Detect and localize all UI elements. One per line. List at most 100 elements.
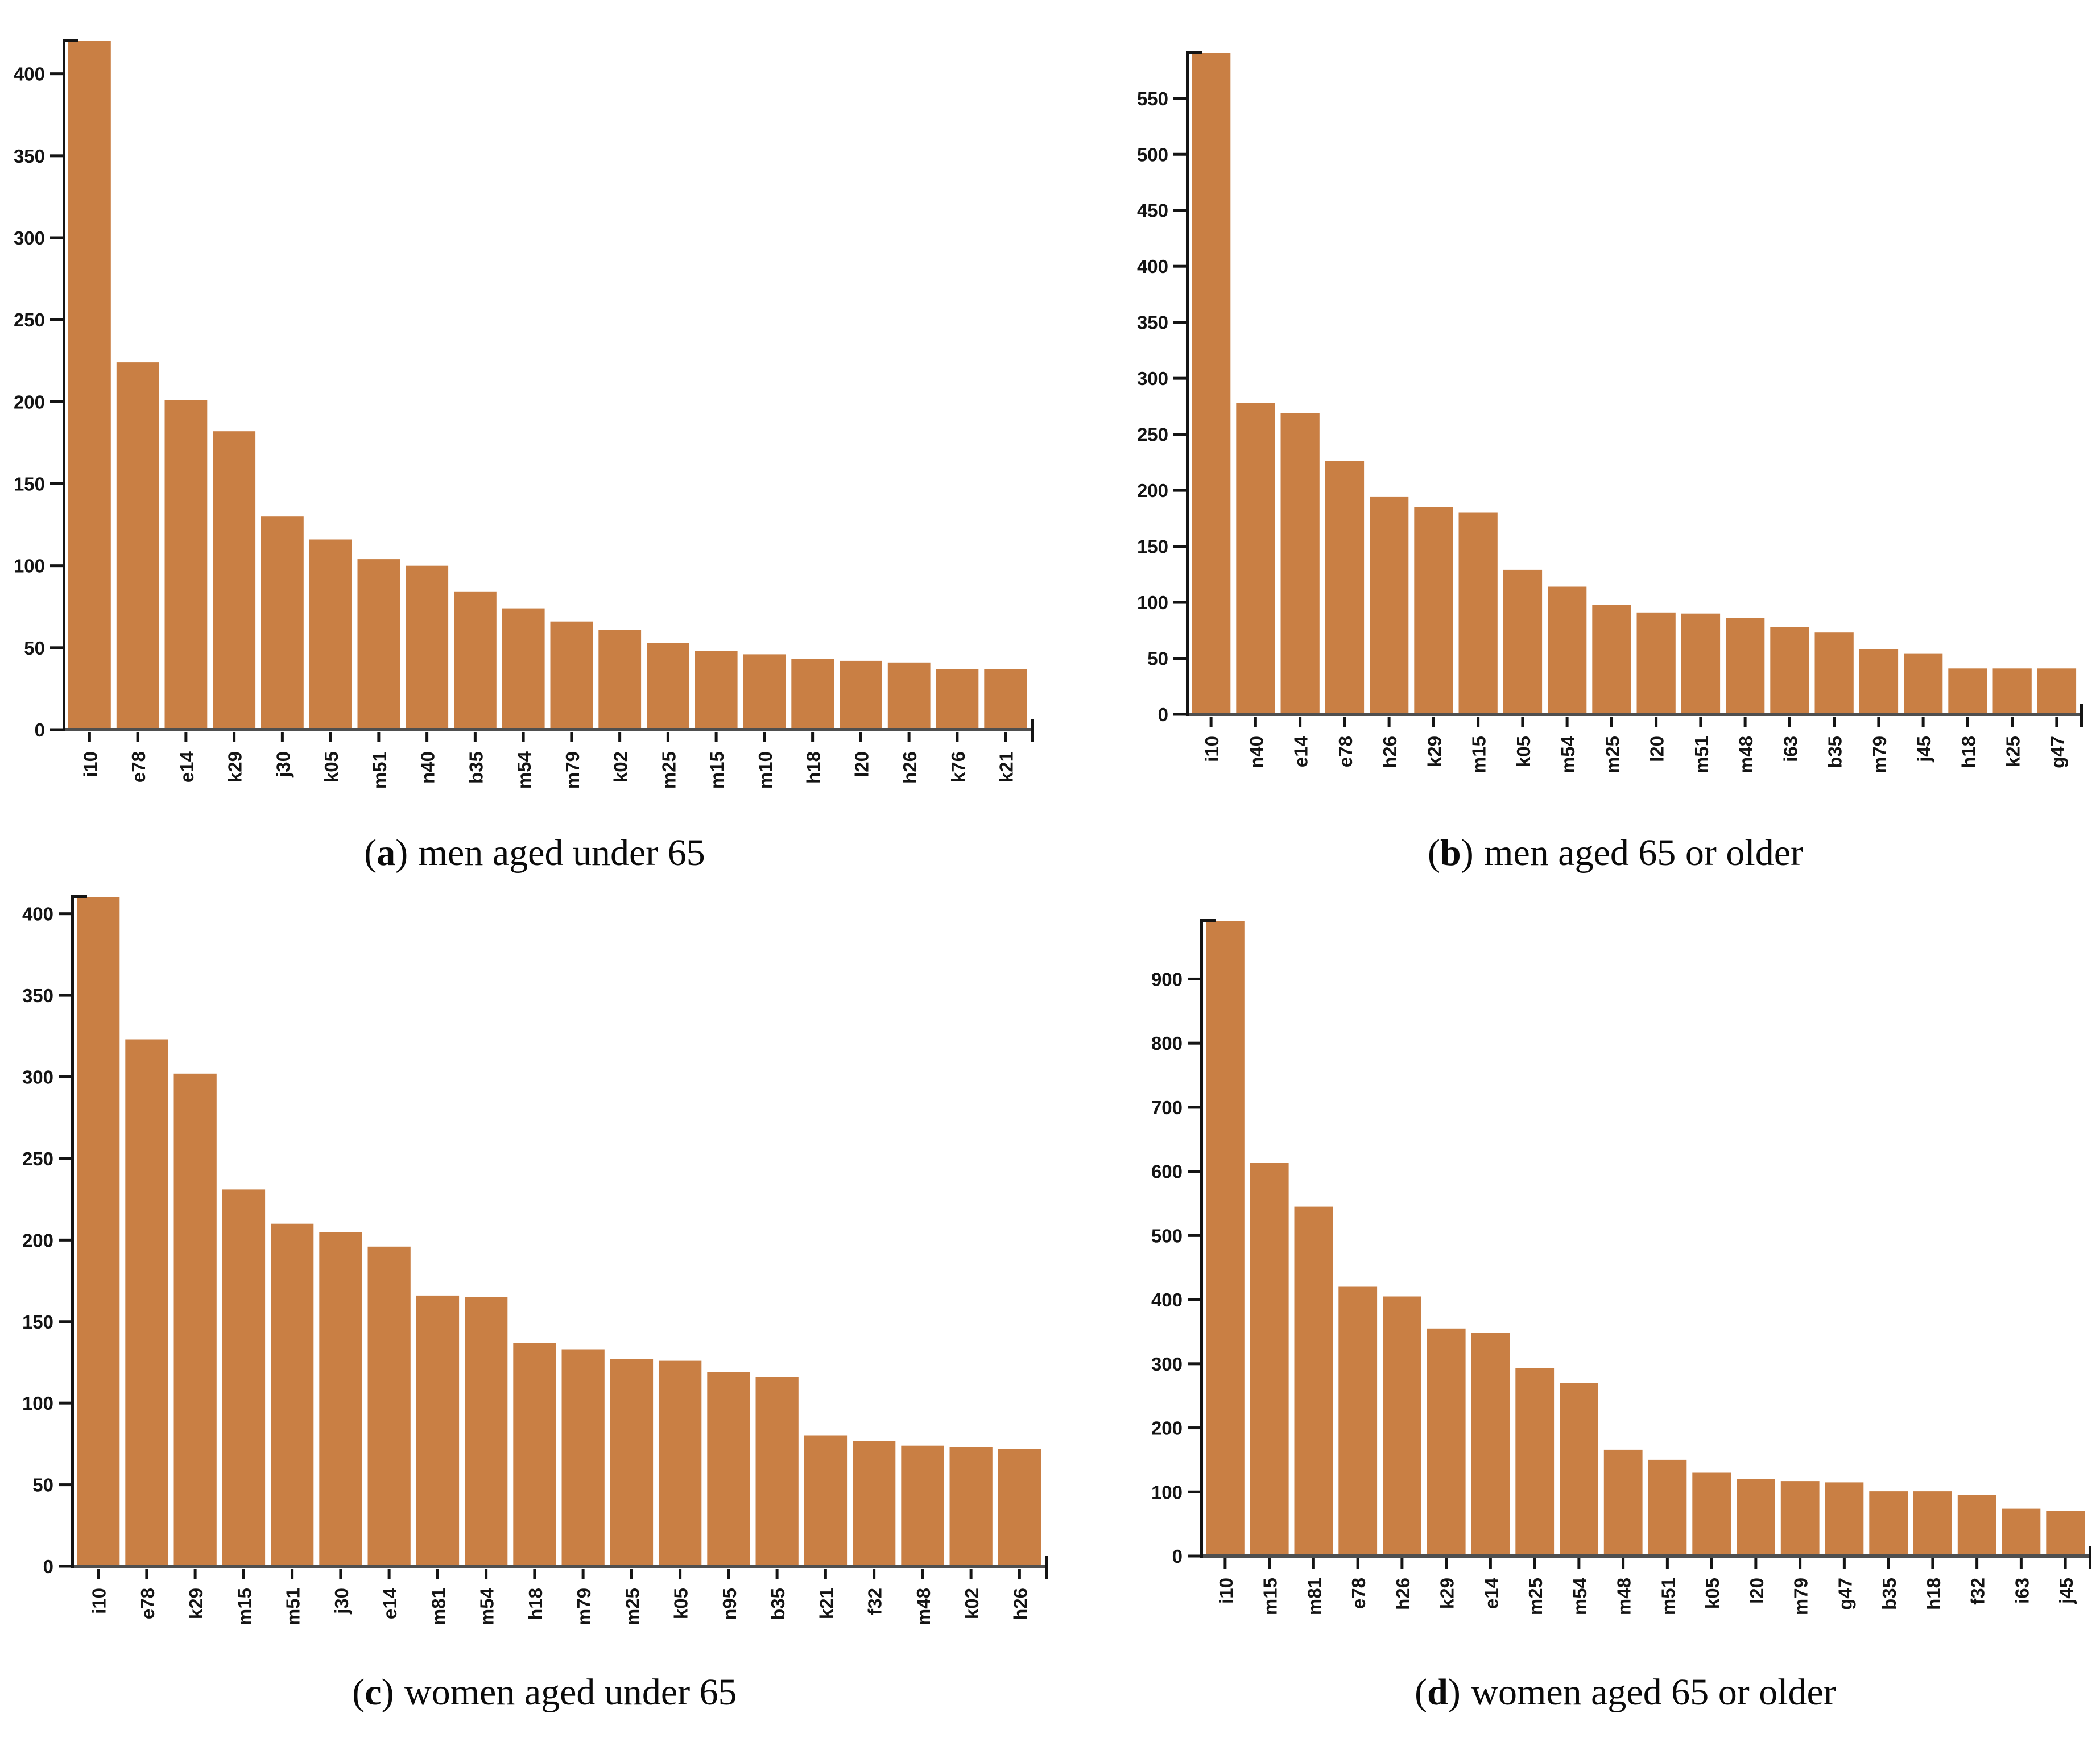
x-tick-label: i10 xyxy=(80,751,101,777)
caption-b: (b) men aged 65 or older xyxy=(1129,831,2100,875)
x-tick xyxy=(1343,717,1346,727)
y-tick-label: 250 xyxy=(1137,424,1168,445)
y-tick xyxy=(1173,209,1187,212)
x-tick-label: b35 xyxy=(1825,736,1846,768)
bar-h26 xyxy=(998,1449,1041,1566)
bar-m25 xyxy=(1592,605,1631,714)
x-tick-label: m81 xyxy=(1304,1578,1325,1615)
bar-m10 xyxy=(743,654,786,730)
bar-b35 xyxy=(1814,632,1854,714)
y-tick xyxy=(1173,713,1187,716)
x-tick-label: i10 xyxy=(1216,1578,1237,1604)
y-tick xyxy=(1188,1490,1201,1493)
y-tick-label: 150 xyxy=(1137,536,1168,557)
x-tick-label: e78 xyxy=(137,1588,158,1619)
bars xyxy=(1192,53,2077,714)
y-tick-label: 200 xyxy=(22,1230,53,1251)
x-axis-line xyxy=(63,728,1034,731)
x-tick-label: k05 xyxy=(671,1588,692,1619)
x-tick-label: m15 xyxy=(706,751,727,789)
x-tick xyxy=(329,732,332,742)
panel-c: 0 50 100 150 200 250 300 350 400 i10 e78 k29 m15 m51 j… xyxy=(22,892,1069,1683)
y-tick xyxy=(50,236,63,239)
bar-e78 xyxy=(1325,461,1365,714)
y-tick-label: 300 xyxy=(14,227,45,249)
bar-k05 xyxy=(1692,1472,1731,1556)
x-tick-label: k21 xyxy=(996,751,1017,783)
x-tick xyxy=(570,732,573,742)
x-tick-label: m48 xyxy=(1614,1578,1635,1615)
bar-e78 xyxy=(116,362,159,730)
x-tick xyxy=(824,1569,827,1579)
x-tick xyxy=(1268,1558,1271,1569)
bar-m54 xyxy=(1560,1383,1598,1556)
x-tick xyxy=(859,732,862,742)
panel-b: 0 50 100 150 200 250 300 350 400 450 500 550 i10 n40 e… xyxy=(1129,48,2100,831)
bar-k29 xyxy=(1414,507,1453,714)
x-tick xyxy=(2019,1558,2023,1569)
y-tick xyxy=(59,912,72,916)
x-tick xyxy=(1622,1558,1625,1569)
x-tick-label: k05 xyxy=(1702,1578,1723,1609)
x-tick xyxy=(425,732,429,742)
y-tick-label: 100 xyxy=(22,1393,53,1414)
bar-g47 xyxy=(2037,668,2077,714)
y-axis-line xyxy=(71,895,74,1568)
chart-b: 0 50 100 150 200 250 300 350 400 450 500 550 i10 n40 e… xyxy=(1129,48,2100,831)
bar-m15 xyxy=(695,651,738,730)
x-tick-label: m79 xyxy=(1869,736,1890,773)
bar-j30 xyxy=(319,1232,362,1566)
x-tick-label: i63 xyxy=(2011,1578,2032,1604)
caption-text: men aged 65 or older xyxy=(1484,832,1803,874)
x-tick-label: g47 xyxy=(1834,1578,1855,1610)
x-tick-label: k05 xyxy=(321,751,342,783)
caption-paren-open: ( xyxy=(364,832,377,874)
x-tick xyxy=(2055,717,2058,727)
x-tick xyxy=(581,1569,585,1579)
y-tick xyxy=(1188,1234,1201,1237)
x-tick xyxy=(679,1569,682,1579)
bar-f32 xyxy=(1957,1495,1996,1556)
y-tick xyxy=(50,728,63,731)
caption-text: women aged 65 or older xyxy=(1471,1671,1836,1713)
x-tick-label: f32 xyxy=(865,1588,886,1615)
x-tick xyxy=(1699,717,1702,727)
y-tick-label: 350 xyxy=(14,146,45,167)
x-axis: i10 e78 k29 m15 m51 j30 e14 m81 m54 h18 m79 m25 k05 n… xyxy=(89,1556,1048,1625)
x-tick-label: e14 xyxy=(1291,735,1312,767)
x-tick xyxy=(666,732,669,742)
bar-m54 xyxy=(1548,586,1587,714)
bar-e14 xyxy=(1280,413,1320,714)
y-tick-label: 400 xyxy=(1137,256,1168,277)
x-tick xyxy=(88,732,91,742)
caption-c: (c) women aged under 65 xyxy=(23,1671,1066,1714)
bar-k02 xyxy=(949,1447,993,1566)
x-tick-label: m79 xyxy=(1791,1578,1812,1615)
y-tick xyxy=(1173,264,1187,268)
bar-k29 xyxy=(1427,1328,1466,1556)
x-tick xyxy=(145,1569,148,1579)
x-tick xyxy=(1477,717,1480,727)
caption-text: men aged under 65 xyxy=(418,832,705,874)
y-tick xyxy=(1173,152,1187,156)
bar-m81 xyxy=(1294,1206,1333,1556)
y-tick xyxy=(50,400,63,403)
x-tick-label: j45 xyxy=(2056,1578,2077,1604)
x-axis-end-cap xyxy=(2080,704,2083,727)
x-tick-label: m25 xyxy=(1602,736,1623,773)
bar-e78 xyxy=(125,1039,168,1566)
bar-h18 xyxy=(791,659,834,730)
bar-h18 xyxy=(1948,668,1987,714)
y-tick-label: 900 xyxy=(1151,969,1183,990)
y-tick-label: 200 xyxy=(14,391,45,412)
x-tick xyxy=(775,1569,779,1579)
bar-n95 xyxy=(707,1372,750,1566)
y-tick-label: 350 xyxy=(1137,312,1168,333)
bar-e78 xyxy=(1338,1286,1378,1556)
x-tick-label: e78 xyxy=(1335,736,1356,767)
y-tick-label: 300 xyxy=(1151,1354,1183,1375)
x-tick xyxy=(1445,1558,1448,1569)
y-tick xyxy=(1173,433,1187,436)
y-tick xyxy=(1173,376,1187,380)
